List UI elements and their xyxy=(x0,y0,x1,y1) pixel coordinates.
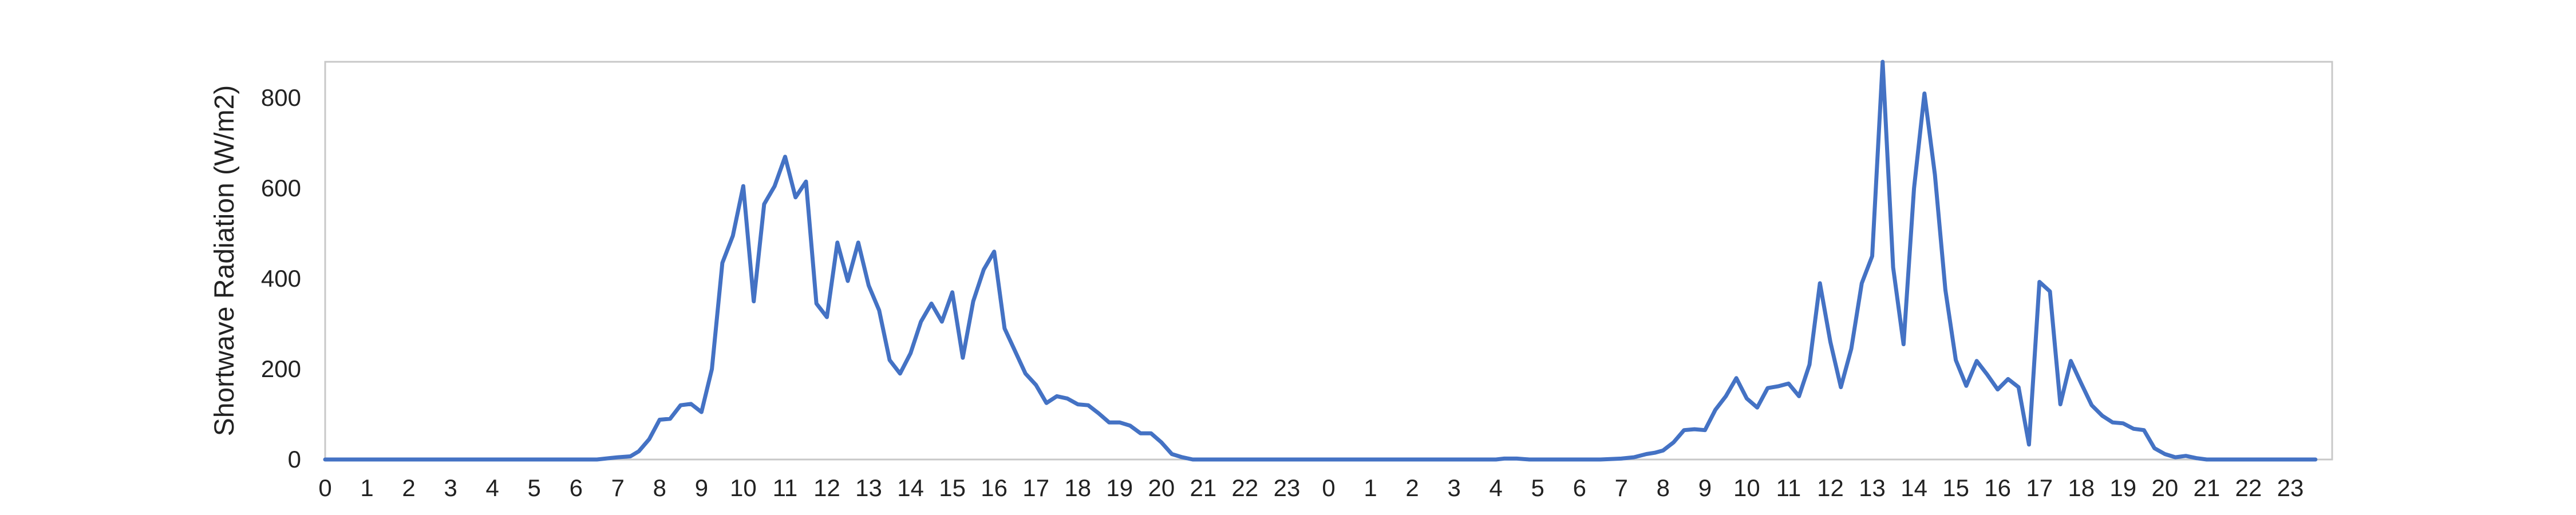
x-tick-label: 17 xyxy=(1022,474,1049,501)
x-tick-label: 23 xyxy=(1274,474,1301,501)
x-tick-label: 7 xyxy=(611,474,625,501)
x-tick-label: 3 xyxy=(444,474,457,501)
x-tick-label: 9 xyxy=(695,474,708,501)
x-tick-label: 9 xyxy=(1698,474,1712,501)
x-tick-label: 10 xyxy=(1733,474,1760,501)
x-tick-label: 6 xyxy=(1573,474,1586,501)
x-tick-label: 10 xyxy=(730,474,757,501)
series-line xyxy=(323,60,2318,462)
x-tick-label: 7 xyxy=(1615,474,1628,501)
x-tick-label: 19 xyxy=(1106,474,1133,501)
x-tick-label: 0 xyxy=(318,474,331,501)
x-tick-label: 17 xyxy=(2026,474,2053,501)
y-tick-label: 0 xyxy=(288,446,301,473)
x-tick-label: 15 xyxy=(1942,474,1969,501)
x-tick-label: 2 xyxy=(402,474,415,501)
x-tick-label: 21 xyxy=(2194,474,2221,501)
x-tick-label: 1 xyxy=(360,474,373,501)
x-tick-label: 1 xyxy=(1364,474,1377,501)
x-tick-label: 15 xyxy=(939,474,966,501)
x-tick-label: 20 xyxy=(2151,474,2178,501)
y-tick-label: 600 xyxy=(261,175,301,201)
x-tick-label: 22 xyxy=(2235,474,2262,501)
x-tick-label: 22 xyxy=(1232,474,1259,501)
x-tick-label: 6 xyxy=(570,474,583,501)
x-tick-label: 5 xyxy=(1531,474,1544,501)
x-tick-label: 18 xyxy=(2068,474,2095,501)
y-tick-label: 200 xyxy=(261,355,301,382)
x-tick-label: 3 xyxy=(1447,474,1460,501)
x-tick-label: 0 xyxy=(1322,474,1335,501)
x-tick-label: 16 xyxy=(981,474,1008,501)
x-tick-label: 4 xyxy=(1489,474,1502,501)
series-layer xyxy=(323,60,2318,462)
x-tick-label: 21 xyxy=(1190,474,1217,501)
x-tick-label: 5 xyxy=(528,474,541,501)
x-tick-label: 13 xyxy=(855,474,882,501)
x-tick-label: 16 xyxy=(1984,474,2011,501)
x-tick-label: 14 xyxy=(1901,474,1927,501)
x-tick-label: 14 xyxy=(897,474,924,501)
x-tick-label: 20 xyxy=(1148,474,1175,501)
x-tick-label: 4 xyxy=(485,474,499,501)
x-tick-label: 19 xyxy=(2109,474,2136,501)
x-tick-label: 12 xyxy=(1817,474,1844,501)
x-tick-label: 12 xyxy=(813,474,840,501)
x-tick-label: 11 xyxy=(1776,474,1801,501)
x-tick-label: 18 xyxy=(1064,474,1091,501)
y-tick-label: 800 xyxy=(261,84,301,111)
x-tick-label: 23 xyxy=(2277,474,2304,501)
y-axis-title: Shortwave Radiation (W/m2) xyxy=(210,85,240,437)
x-tick-label: 8 xyxy=(653,474,666,501)
x-axis-ticks: 0 1 2 3 4 5 6 7 8 9 10 11 12 13 14 15 16 17 18 19 20 21 22 23 0 1… xyxy=(318,474,2304,501)
y-axis-ticks: 0 200 400 600 800 xyxy=(261,84,301,473)
y-tick-label: 400 xyxy=(261,265,301,292)
x-tick-label: 2 xyxy=(1405,474,1419,501)
x-tick-label: 8 xyxy=(1657,474,1670,501)
x-tick-label: 13 xyxy=(1859,474,1886,501)
x-tick-label: 11 xyxy=(773,474,798,501)
